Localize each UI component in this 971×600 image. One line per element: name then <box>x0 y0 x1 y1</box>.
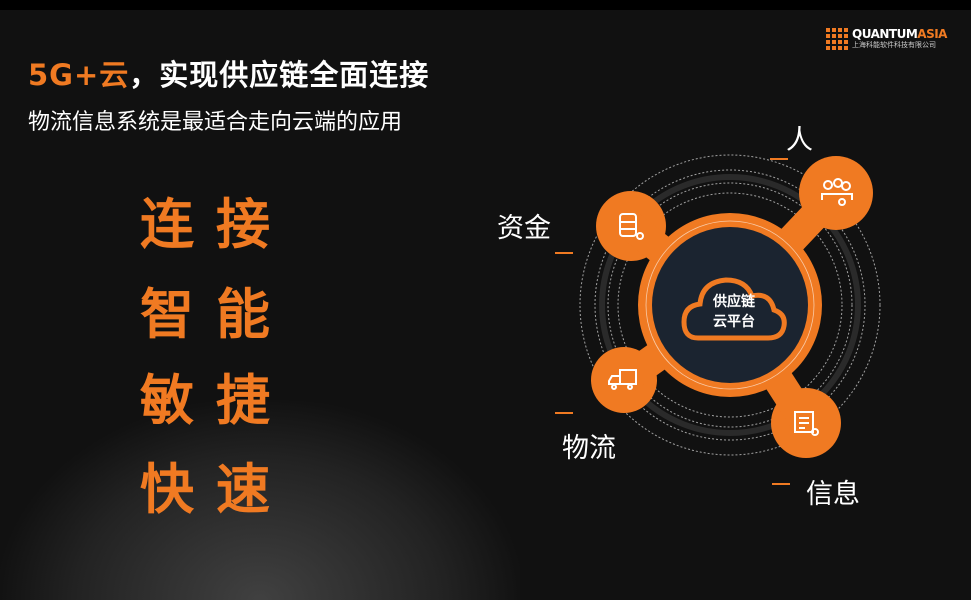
page-title: 5G+云，实现供应链全面连接 <box>28 58 430 92</box>
logo-mark-icon <box>826 28 848 50</box>
dash <box>770 158 788 160</box>
page-subtitle: 物流信息系统是最适合走向云端的应用 <box>28 110 403 135</box>
top-bar <box>0 0 971 10</box>
company-logo: QUANTUMASIA 上海科能软件科技有限公司 <box>826 28 947 50</box>
dash <box>555 412 573 414</box>
node-label-people: 人 <box>786 125 813 156</box>
keyword: 连接 <box>140 193 292 256</box>
keyword: 敏捷 <box>140 369 292 432</box>
dash <box>772 483 790 485</box>
node-label-information: 信息 <box>806 479 860 510</box>
keyword: 智能 <box>140 283 292 346</box>
dash <box>555 252 573 254</box>
keyword: 快速 <box>140 458 292 521</box>
center-label: 云平台 <box>713 313 755 330</box>
people-link-icon <box>821 178 853 206</box>
cloud-icon <box>681 277 787 341</box>
node-label-logistics: 物流 <box>562 433 616 464</box>
center-label: 供应链 <box>712 293 756 310</box>
supply-chain-diagram: 供应链 云平台 <box>579 154 881 458</box>
node-label-funds: 资金 <box>497 213 551 244</box>
truck-link-icon <box>608 369 637 390</box>
database-link-icon <box>619 213 644 240</box>
document-link-icon <box>794 411 819 436</box>
